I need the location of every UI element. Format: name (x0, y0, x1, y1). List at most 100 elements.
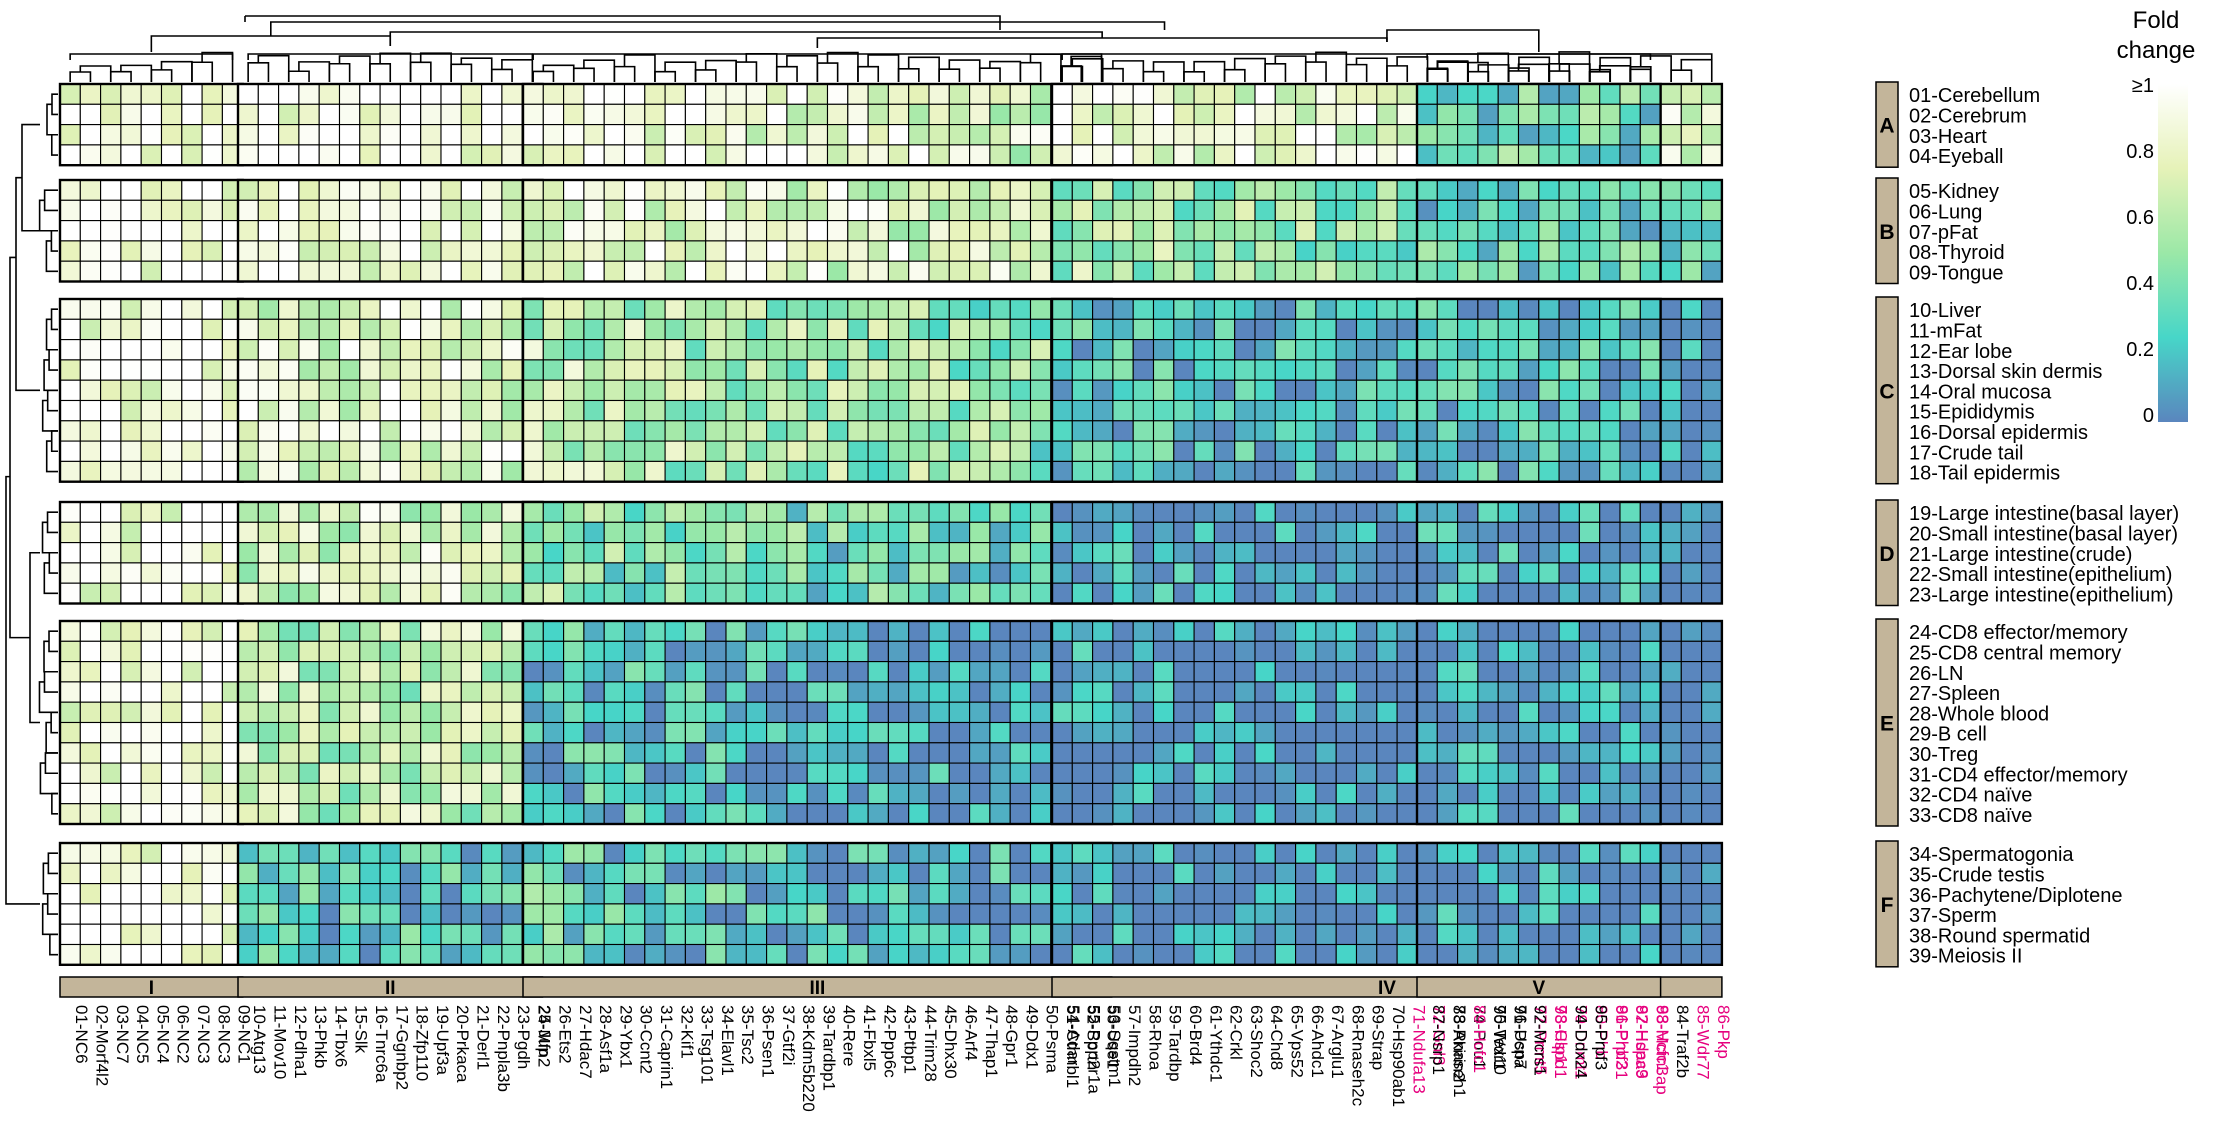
cell (542, 379, 565, 402)
cell (522, 883, 544, 905)
cell (1680, 943, 1703, 966)
cell (1152, 298, 1175, 320)
row-label: 18-Tail epidermis (1909, 463, 2060, 485)
cell (1071, 144, 1094, 166)
cell (501, 339, 523, 361)
row-label: 27-Spleen (1909, 683, 2000, 705)
cell (120, 220, 142, 242)
cell (1680, 298, 1703, 320)
cell (1396, 440, 1418, 462)
cell (623, 903, 646, 925)
cell (603, 501, 626, 523)
cell (399, 318, 422, 341)
cell (583, 721, 605, 744)
cell (460, 298, 483, 320)
row-label: 21-Large intestine(crude) (1909, 544, 2132, 566)
cell (603, 339, 626, 361)
cell (1152, 379, 1175, 402)
cell (623, 782, 646, 805)
cell (806, 144, 829, 166)
dendrogram-branch (1061, 65, 1084, 82)
cell (298, 620, 320, 642)
cell (1538, 582, 1560, 605)
cell (563, 762, 585, 784)
cell (1009, 124, 1032, 146)
cell (664, 298, 686, 320)
cell (481, 923, 503, 946)
cell (1639, 260, 1662, 283)
cell (1295, 762, 1317, 784)
cell (969, 440, 991, 462)
cell (1396, 220, 1418, 242)
cell (140, 399, 163, 422)
cell (1355, 144, 1378, 166)
cell-block-border (1415, 841, 1662, 967)
cell (481, 862, 503, 885)
cell (359, 103, 381, 126)
cell (1619, 582, 1641, 605)
cell (460, 620, 483, 642)
cell (201, 762, 223, 784)
cell (1152, 721, 1175, 744)
cell (1234, 379, 1256, 402)
cell (1599, 943, 1621, 966)
cell (705, 440, 727, 462)
cell (481, 460, 503, 483)
cell (1558, 260, 1580, 283)
cell (806, 521, 829, 544)
cell (583, 460, 605, 483)
cell (644, 399, 666, 422)
cell (338, 399, 361, 422)
cell (1193, 144, 1215, 166)
cell (542, 842, 565, 864)
cell (1295, 260, 1317, 283)
cell (140, 923, 163, 946)
cell (1173, 640, 1195, 663)
column-label: 63-Shoc2 (1247, 1005, 1266, 1078)
cell (1132, 923, 1155, 946)
column-label: 62-Crkl (1227, 1005, 1246, 1060)
cell (786, 199, 808, 222)
cell (887, 359, 910, 381)
cell (399, 83, 422, 105)
cell (257, 762, 280, 784)
cell (1234, 359, 1256, 381)
cell (1213, 782, 1236, 805)
cell (298, 124, 320, 146)
cell (399, 721, 422, 744)
cell (1680, 220, 1703, 242)
cell (399, 803, 422, 825)
cell (989, 124, 1011, 146)
cell (1619, 661, 1641, 683)
cell (338, 681, 361, 703)
cell (1639, 318, 1662, 341)
cell (623, 762, 646, 784)
cell (1132, 359, 1155, 381)
dendrogram-branch (1315, 51, 1348, 82)
cell (1680, 721, 1703, 744)
cell (887, 460, 910, 483)
cell (806, 420, 829, 442)
cell (481, 620, 503, 642)
cell (1538, 298, 1560, 320)
cell (1009, 701, 1032, 724)
cell (1619, 83, 1641, 105)
cell (440, 562, 462, 584)
cell-block-border (1050, 178, 1724, 283)
cell (826, 339, 849, 361)
cell (1254, 83, 1276, 105)
cell (1660, 542, 1682, 564)
cell (318, 943, 341, 966)
cell (522, 943, 544, 966)
cell (1213, 318, 1236, 341)
cell (1029, 103, 1052, 126)
cell (1416, 762, 1438, 784)
cell (887, 144, 910, 166)
cell (298, 842, 320, 864)
cell (1051, 542, 1073, 564)
cell (1619, 144, 1641, 166)
cell (359, 199, 381, 222)
cell (420, 420, 442, 442)
cell (644, 681, 666, 703)
cell (359, 742, 381, 764)
